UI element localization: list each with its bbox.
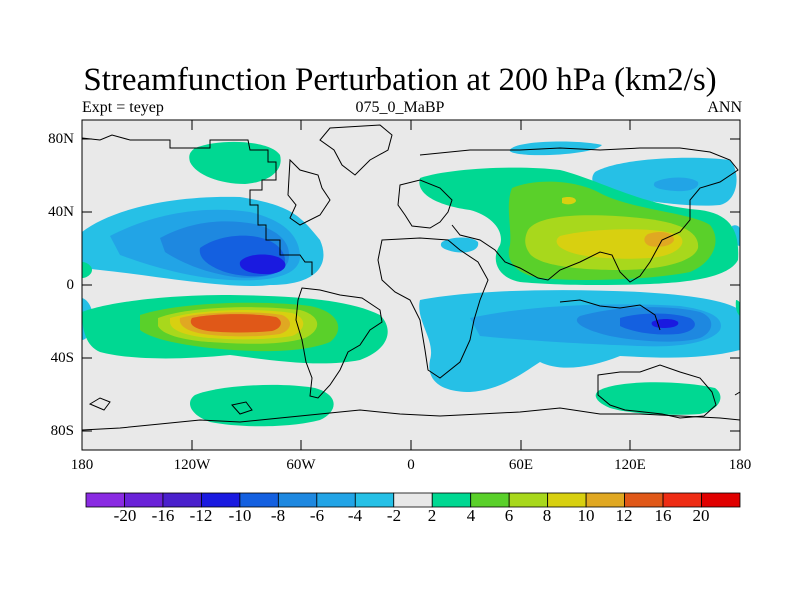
colorbar-label: 16 — [654, 506, 672, 525]
lat-label-40n: 40N — [48, 204, 74, 220]
coastline-europe — [397, 179, 453, 229]
contour-fills — [82, 141, 740, 427]
coastline-africa — [377, 237, 489, 379]
colorbar-swatch — [277, 492, 318, 508]
coastline-pacific-isle — [88, 397, 111, 411]
colorbar-label: -4 — [347, 506, 363, 525]
colorbar-label: 6 — [504, 506, 514, 525]
colorbar-label: -8 — [270, 506, 286, 525]
colorbar — [85, 492, 741, 508]
contour-pos-2-pacific-west — [82, 262, 92, 278]
coastline-new-zealand — [734, 391, 741, 396]
coastline-antarctica — [81, 407, 741, 431]
colorbar-swatch — [662, 492, 702, 508]
coastline-australia — [597, 364, 717, 419]
colorbar-swatch — [470, 492, 510, 508]
lat-label-40s: 40S — [50, 350, 74, 366]
contour-pos-2-indian — [595, 382, 721, 415]
contour-neg-10-atlantic — [239, 254, 286, 275]
lon-label-120w: 120W — [173, 457, 211, 473]
experiment-label: Expt = teyep — [82, 99, 164, 116]
lat-label-80s: 80S — [50, 423, 74, 439]
lon-label-180-left: 180 — [70, 457, 94, 473]
coastlines — [81, 124, 741, 431]
case-label: 075_0_MaBP — [355, 99, 445, 116]
colorbar-label: 8 — [542, 506, 552, 525]
colorbar-swatch — [585, 492, 625, 508]
contour-pos-12-southatlantic — [190, 314, 281, 333]
coastline-north-america — [130, 139, 313, 275]
lat-label-80n: 80N — [48, 131, 74, 147]
colorbar-swatch — [316, 492, 356, 508]
period-label: ANN — [707, 99, 742, 116]
contour-pos-10-asia — [644, 232, 674, 247]
colorbar-swatch — [354, 492, 395, 508]
contour-pos-2-pacific-east — [735, 300, 740, 316]
colorbar-label: 2 — [427, 506, 437, 525]
coastline-indonesia — [559, 299, 661, 331]
coastline-eurasia — [419, 147, 739, 283]
colorbar-label: 12 — [615, 506, 633, 525]
colorbar-label: -20 — [113, 506, 137, 525]
coastline-south-america — [295, 287, 383, 399]
contour-pos-2-arctic — [189, 141, 281, 184]
colorbar-swatch — [508, 492, 549, 508]
colorbar-swatch — [547, 492, 587, 508]
lon-label-0: 0 — [407, 457, 415, 473]
colorbar-swatch — [201, 492, 241, 508]
lon-label-60w: 60W — [286, 457, 316, 473]
lat-label-0: 0 — [66, 277, 75, 293]
colorbar-swatch — [624, 492, 664, 508]
contour-pos-8-siberia — [562, 197, 576, 205]
colorbar-swatch — [701, 492, 741, 508]
colorbar-swatch — [124, 492, 164, 508]
coastline-greenland — [319, 124, 393, 176]
colorbar-label: -2 — [386, 506, 402, 525]
axis-ticks — [81, 120, 741, 450]
lon-label-60e: 60E — [508, 457, 534, 473]
coastline-pacific-isle-2 — [231, 401, 253, 415]
plot-title: Streamfunction Perturbation at 200 hPa (… — [83, 62, 717, 98]
colorbar-label: 20 — [692, 506, 710, 525]
colorbar-swatch — [393, 492, 433, 508]
colorbar-label: 4 — [466, 506, 476, 525]
contour-neg-4-arctic — [653, 177, 699, 192]
colorbar-swatch — [85, 492, 125, 508]
colorbar-label: 10 — [577, 506, 595, 525]
colorbar-label: -16 — [151, 506, 175, 525]
colorbar-swatch — [162, 492, 202, 508]
lon-label-120e: 120E — [614, 457, 646, 473]
colorbar-label: -10 — [228, 506, 252, 525]
colorbar-label: -6 — [309, 506, 325, 525]
colorbar-label: -12 — [189, 506, 213, 525]
colorbar-swatch — [431, 492, 472, 508]
coastline-canada-east — [287, 158, 331, 226]
lon-label-180-right: 180 — [728, 457, 752, 473]
colorbar-swatch — [239, 492, 279, 508]
